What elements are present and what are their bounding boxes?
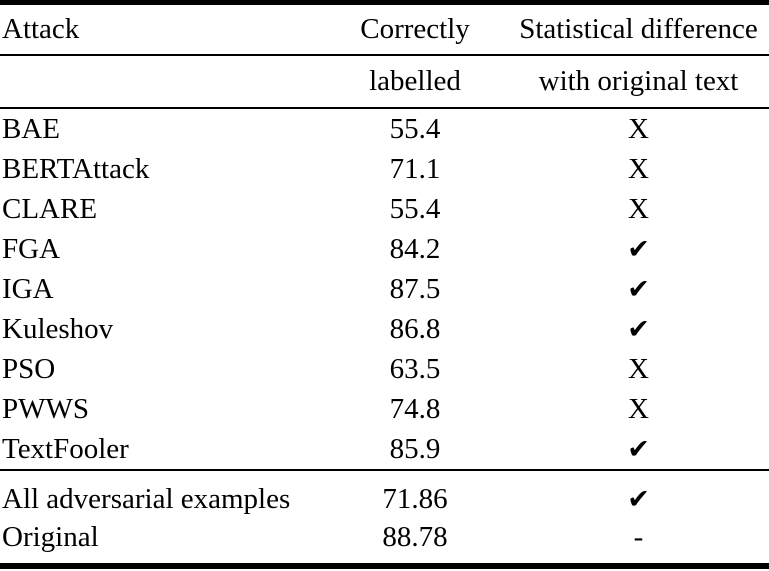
correctly-labelled-cell: 74.8 [389, 392, 441, 425]
table-row: CLARE 55.4 X [0, 189, 769, 229]
correctly-labelled-cell: 55.4 [389, 192, 441, 225]
x-mark: X [628, 152, 649, 185]
correctly-labelled-cell: 71.1 [389, 152, 441, 185]
x-mark: X [628, 392, 649, 425]
attack-name-cell: PSO [2, 352, 56, 385]
header-row-line2: labelled with original text [0, 56, 769, 107]
table-row: Kuleshov 86.8 ✔ [0, 309, 769, 349]
check-icon: ✔ [627, 433, 650, 465]
correctly-labelled-cell: 84.2 [389, 232, 441, 265]
table-summary: All adversarial examples 71.86 ✔ Origina… [0, 471, 769, 563]
table-row: BAE 55.4 X [0, 109, 769, 149]
correctly-labelled-cell: 63.5 [389, 352, 441, 385]
attack-name-cell: Kuleshov [2, 312, 114, 345]
attack-name-cell: FGA [2, 232, 61, 265]
check-icon: ✔ [627, 483, 650, 515]
table-row: PSO 63.5 X [0, 349, 769, 389]
header-statistical-difference: Statistical difference [519, 13, 758, 45]
table-row: Original 88.78 - [0, 518, 769, 556]
header-mid-rule [0, 54, 769, 56]
table-top-rule [0, 0, 769, 5]
correctly-labelled-cell: 87.5 [389, 272, 441, 305]
attack-name-cell: BERTAttack [2, 152, 150, 185]
header-labelled: labelled [369, 65, 461, 97]
correctly-labelled-cell: 85.9 [389, 432, 441, 465]
attack-name-cell: Original [2, 520, 99, 553]
header-with-original-text: with original text [538, 65, 739, 97]
table-row: All adversarial examples 71.86 ✔ [0, 480, 769, 518]
header-attack: Attack [2, 13, 80, 45]
attack-name-cell: IGA [2, 272, 54, 305]
table-row: BERTAttack 71.1 X [0, 149, 769, 189]
attack-name-cell: TextFooler [2, 432, 129, 465]
check-icon: ✔ [627, 313, 650, 345]
x-mark: X [628, 112, 649, 145]
correctly-labelled-cell: 88.78 [382, 520, 448, 553]
correctly-labelled-cell: 55.4 [389, 112, 441, 145]
x-mark: X [628, 352, 649, 385]
attack-name-cell: CLARE [2, 192, 98, 225]
attack-name-cell: All adversarial examples [2, 482, 291, 515]
correctly-labelled-cell: 71.86 [382, 482, 448, 515]
table-row: PWWS 74.8 X [0, 389, 769, 429]
x-mark: X [628, 192, 649, 225]
check-icon: ✔ [627, 233, 650, 265]
table-row: IGA 87.5 ✔ [0, 269, 769, 309]
table-body: BAE 55.4 X BERTAttack 71.1 X CLARE 55.4 … [0, 109, 769, 469]
header-row-line1: Attack Correctly Statistical difference [0, 5, 769, 54]
table-bottom-rule [0, 563, 769, 569]
header-correctly: Correctly [360, 13, 470, 45]
dash-mark: - [633, 520, 644, 553]
correctly-labelled-cell: 86.8 [389, 312, 441, 345]
header-bottom-rule [0, 107, 769, 109]
attack-name-cell: BAE [2, 112, 60, 145]
attack-name-cell: PWWS [2, 392, 89, 425]
check-icon: ✔ [627, 273, 650, 305]
table-row: TextFooler 85.9 ✔ [0, 429, 769, 469]
summary-separator-rule [0, 469, 769, 471]
table-row: FGA 84.2 ✔ [0, 229, 769, 269]
